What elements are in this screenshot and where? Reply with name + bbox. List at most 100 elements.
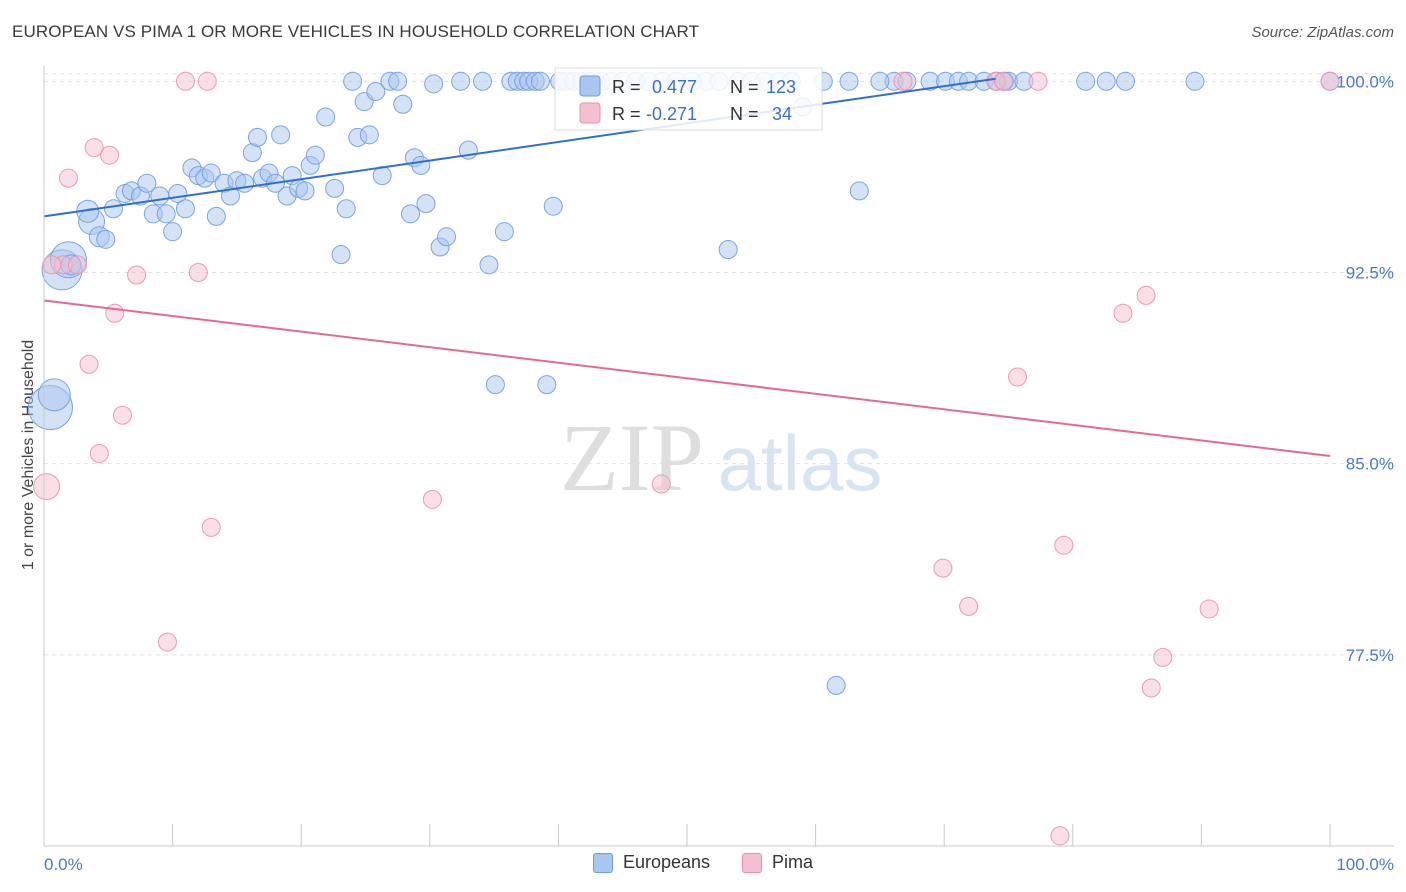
pima-point-15: [201, 517, 221, 537]
europeans-point-34: [271, 125, 291, 145]
watermark: ZIP atlas: [560, 404, 882, 511]
pima-point-26: [1113, 303, 1133, 323]
legend-swatch-pima-bottom: [742, 852, 763, 873]
europeans-point-111: [1076, 71, 1096, 91]
europeans-point-23: [201, 163, 221, 183]
pima-point-19: [933, 558, 953, 578]
series-legend: Europeans Pima: [0, 852, 1406, 873]
europeans-point-52: [388, 71, 408, 91]
y-tick-labels: 100.0% 92.5% 85.0% 77.5%: [1336, 72, 1394, 665]
pima-point-31: [1320, 71, 1340, 91]
europeans-point-64: [479, 255, 499, 275]
pima-point-29: [1153, 647, 1173, 667]
europeans-point-113: [1116, 71, 1136, 91]
legend-r-label-1: R =: [612, 77, 641, 97]
y-tick-label-2: 85.0%: [1346, 455, 1394, 474]
pima-point-14: [197, 71, 217, 91]
europeans-point-43: [331, 245, 351, 265]
legend-swatch-europeans: [579, 75, 601, 97]
legend-r-label-2: R =: [612, 104, 641, 124]
legend-item-pima: Pima: [742, 852, 813, 873]
pima-point-27: [1136, 285, 1156, 305]
europeans-point-63: [473, 71, 493, 91]
pima-point-17: [651, 474, 671, 494]
pima-point-8: [105, 303, 125, 323]
europeans-point-13: [137, 173, 157, 193]
europeans-point-98: [826, 675, 846, 695]
watermark-zip: ZIP: [560, 404, 704, 511]
europeans-point-56: [411, 155, 431, 175]
pima-point-24: [1050, 826, 1070, 846]
chart-title: EUROPEAN VS PIMA 1 OR MORE VEHICLES IN H…: [12, 22, 700, 41]
pima-point-4: [79, 354, 99, 374]
europeans-point-38: [295, 181, 315, 201]
pima-point-33: [993, 71, 1013, 91]
pima-point-6: [89, 443, 109, 463]
europeans-point-74: [543, 196, 563, 216]
europeans-point-54: [401, 204, 421, 224]
legend-item-europeans: Europeans: [592, 852, 711, 873]
pima-point-13: [188, 262, 208, 282]
europeans-point-65: [485, 375, 505, 395]
stats-legend: R = 0.477 N = 123 R = -0.271 N = 34: [554, 67, 823, 131]
pima-point-2: [58, 168, 78, 188]
europeans-point-73: [537, 375, 557, 395]
europeans-point-41: [316, 107, 336, 127]
pima-point-5: [84, 138, 104, 158]
pima-point-23: [1028, 71, 1048, 91]
pima-point-28: [1141, 678, 1161, 698]
pima-point-9: [112, 405, 132, 425]
europeans-point-49: [366, 81, 386, 101]
europeans-point-15: [150, 186, 170, 206]
grid-lines: [44, 73, 1394, 656]
legend-swatch-europeans-bottom: [592, 852, 613, 873]
legend-swatch-pima: [579, 102, 601, 124]
pima-trend-line: [43, 299, 1331, 457]
x-tick-label-max: 100.0%: [1336, 855, 1394, 874]
europeans-point-16: [156, 204, 176, 224]
europeans-point-40: [305, 145, 325, 165]
europeans-point-112: [1096, 71, 1116, 91]
pima-point-3: [67, 255, 87, 275]
europeans-point-72: [530, 71, 550, 91]
legend-label-pima: Pima: [772, 852, 814, 872]
pima-point-10: [127, 265, 147, 285]
y-tick-label-0: 100.0%: [1336, 72, 1394, 91]
pima-point-7: [100, 145, 120, 165]
europeans-point-42: [325, 178, 345, 198]
europeans-point-8: [96, 229, 116, 249]
watermark-atlas: atlas: [718, 419, 883, 507]
pima-point-11: [157, 632, 177, 652]
pima-point-0: [33, 473, 61, 501]
europeans-point-45: [343, 71, 363, 91]
y-tick-label-3: 77.5%: [1346, 646, 1394, 665]
y-tick-label-1: 92.5%: [1346, 263, 1394, 282]
europeans-point-28: [235, 173, 255, 193]
europeans-point-61: [451, 71, 471, 91]
europeans-point-9: [103, 199, 123, 219]
pima-point-20: [959, 596, 979, 616]
source-label: Source: ZipAtlas.com: [1251, 24, 1394, 41]
europeans-point-44: [336, 199, 356, 219]
europeans-point-3: [37, 378, 71, 412]
europeans-point-90: [718, 240, 738, 260]
pima-points: [33, 71, 1340, 846]
europeans-point-100: [849, 181, 869, 201]
legend-label-europeans: Europeans: [622, 852, 711, 872]
europeans-point-58: [424, 74, 444, 94]
legend-n-label-1: N =: [730, 77, 759, 97]
pima-point-30: [1199, 599, 1219, 619]
europeans-point-48: [359, 125, 379, 145]
legend-n-value-1: 123: [766, 77, 796, 97]
pima-point-16: [422, 489, 442, 509]
europeans-point-19: [175, 199, 195, 219]
pima-point-22: [1008, 367, 1028, 387]
legend-r-value-2: -0.271: [646, 104, 697, 124]
europeans-point-99: [839, 71, 859, 91]
europeans-point-30: [247, 127, 267, 147]
europeans-point-60: [437, 227, 457, 247]
legend-n-value-2: 34: [772, 104, 792, 124]
europeans-trend-line: [43, 77, 996, 218]
legend-r-value-1: 0.477: [652, 77, 697, 97]
